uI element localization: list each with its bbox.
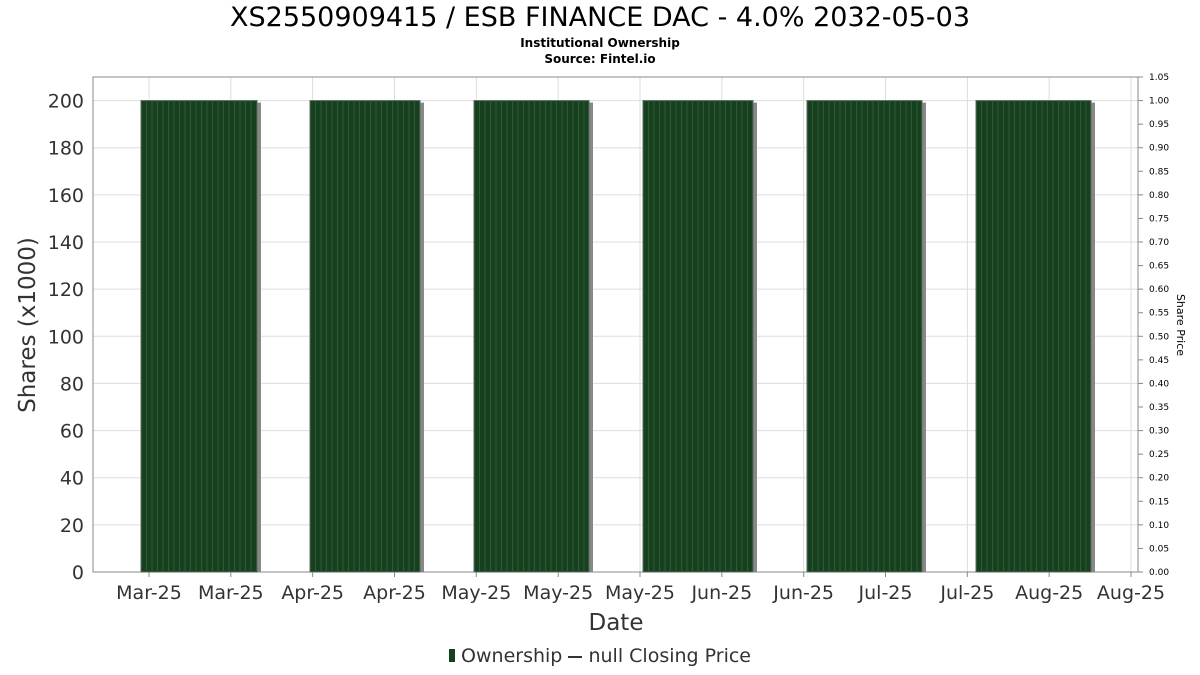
legend-price-swatch xyxy=(568,655,583,658)
bar-shadow xyxy=(922,102,926,573)
y2-tick-label: 0.55 xyxy=(1149,309,1169,319)
y2-tick-label: 0.65 xyxy=(1149,262,1169,272)
y-tick-label: 160 xyxy=(48,185,84,207)
bar-shadow xyxy=(589,102,593,573)
y-tick-label: 60 xyxy=(60,421,84,443)
legend-ownership-swatch xyxy=(449,649,455,662)
x-tick-label: May-25 xyxy=(605,582,675,604)
bar-shadow xyxy=(1091,102,1095,573)
bar-shadow xyxy=(753,102,757,573)
x-tick-label: Jul-25 xyxy=(858,582,913,604)
x-tick-label: Aug-25 xyxy=(1015,582,1083,604)
y2-tick-label: 0.10 xyxy=(1149,521,1169,531)
y-tick-label: 20 xyxy=(60,515,84,537)
y-tick-label: 120 xyxy=(48,279,84,301)
y2-tick-label: 0.45 xyxy=(1149,356,1169,366)
x-axis-label: Date xyxy=(589,610,644,636)
y2-tick-label: 0.80 xyxy=(1149,191,1169,201)
y2-tick-label: 0.25 xyxy=(1149,450,1169,460)
ownership-bar xyxy=(975,100,1092,573)
y2-tick-label: 0.20 xyxy=(1149,474,1169,484)
y-axis-label: Shares (x1000) xyxy=(15,237,41,413)
y-tick-label: 200 xyxy=(48,91,84,113)
y-tick-label: 180 xyxy=(48,138,84,160)
y2-tick-label: 0.60 xyxy=(1149,285,1169,295)
x-tick-label: Apr-25 xyxy=(363,582,426,604)
x-tick-label: May-25 xyxy=(523,582,593,604)
x-tick-label: May-25 xyxy=(441,582,511,604)
x-tick-label: Jun-25 xyxy=(772,582,834,604)
x-tick-label: Mar-25 xyxy=(198,582,264,604)
y2-tick-label: 1.00 xyxy=(1149,97,1169,107)
y-tick-label: 0 xyxy=(72,562,84,584)
y2-tick-label: 0.95 xyxy=(1149,120,1169,130)
y-tick-label: 80 xyxy=(60,373,84,395)
x-tick-label: Aug-25 xyxy=(1097,582,1165,604)
y2-tick-label: 0.05 xyxy=(1149,544,1169,554)
bar-shadow xyxy=(420,102,424,573)
chart-title: XS2550909415 / ESB FINANCE DAC - 4.0% 20… xyxy=(230,2,970,33)
y-tick-label: 40 xyxy=(60,468,84,490)
y2-tick-label: 1.05 xyxy=(1149,73,1169,83)
y2-tick-label: 0.00 xyxy=(1149,568,1169,578)
y2-tick-label: 0.75 xyxy=(1149,214,1169,224)
x-tick-label: Apr-25 xyxy=(281,582,344,604)
chart-source: Source: Fintel.io xyxy=(544,52,656,66)
y-tick-label: 140 xyxy=(48,232,84,254)
y2-tick-label: 0.50 xyxy=(1149,332,1169,342)
y2-axis-label: Share Price xyxy=(1174,294,1187,356)
y2-tick-label: 0.70 xyxy=(1149,238,1169,248)
ownership-bar xyxy=(473,100,590,573)
y2-tick-label: 0.35 xyxy=(1149,403,1169,413)
plot-border xyxy=(92,76,1139,573)
y2-tick-label: 0.40 xyxy=(1149,379,1169,389)
chart-subtitle: Institutional Ownership xyxy=(520,36,680,50)
legend: Ownership null Closing Price xyxy=(0,645,1200,667)
y2-tick-label: 0.15 xyxy=(1149,497,1169,507)
bar-shadow xyxy=(257,102,261,573)
y2-tick-label: 0.30 xyxy=(1149,427,1169,437)
y2-tick-label: 0.85 xyxy=(1149,167,1169,177)
x-tick-label: Mar-25 xyxy=(116,582,182,604)
ownership-bar xyxy=(806,100,923,573)
y2-tick-label: 0.90 xyxy=(1149,144,1169,154)
x-tick-label: Jun-25 xyxy=(690,582,752,604)
ownership-bar xyxy=(140,100,258,573)
legend-price-label: null Closing Price xyxy=(588,645,751,667)
legend-ownership-label: Ownership xyxy=(461,645,563,667)
x-tick-label: Jul-25 xyxy=(939,582,994,604)
y-tick-label: 100 xyxy=(48,326,84,348)
